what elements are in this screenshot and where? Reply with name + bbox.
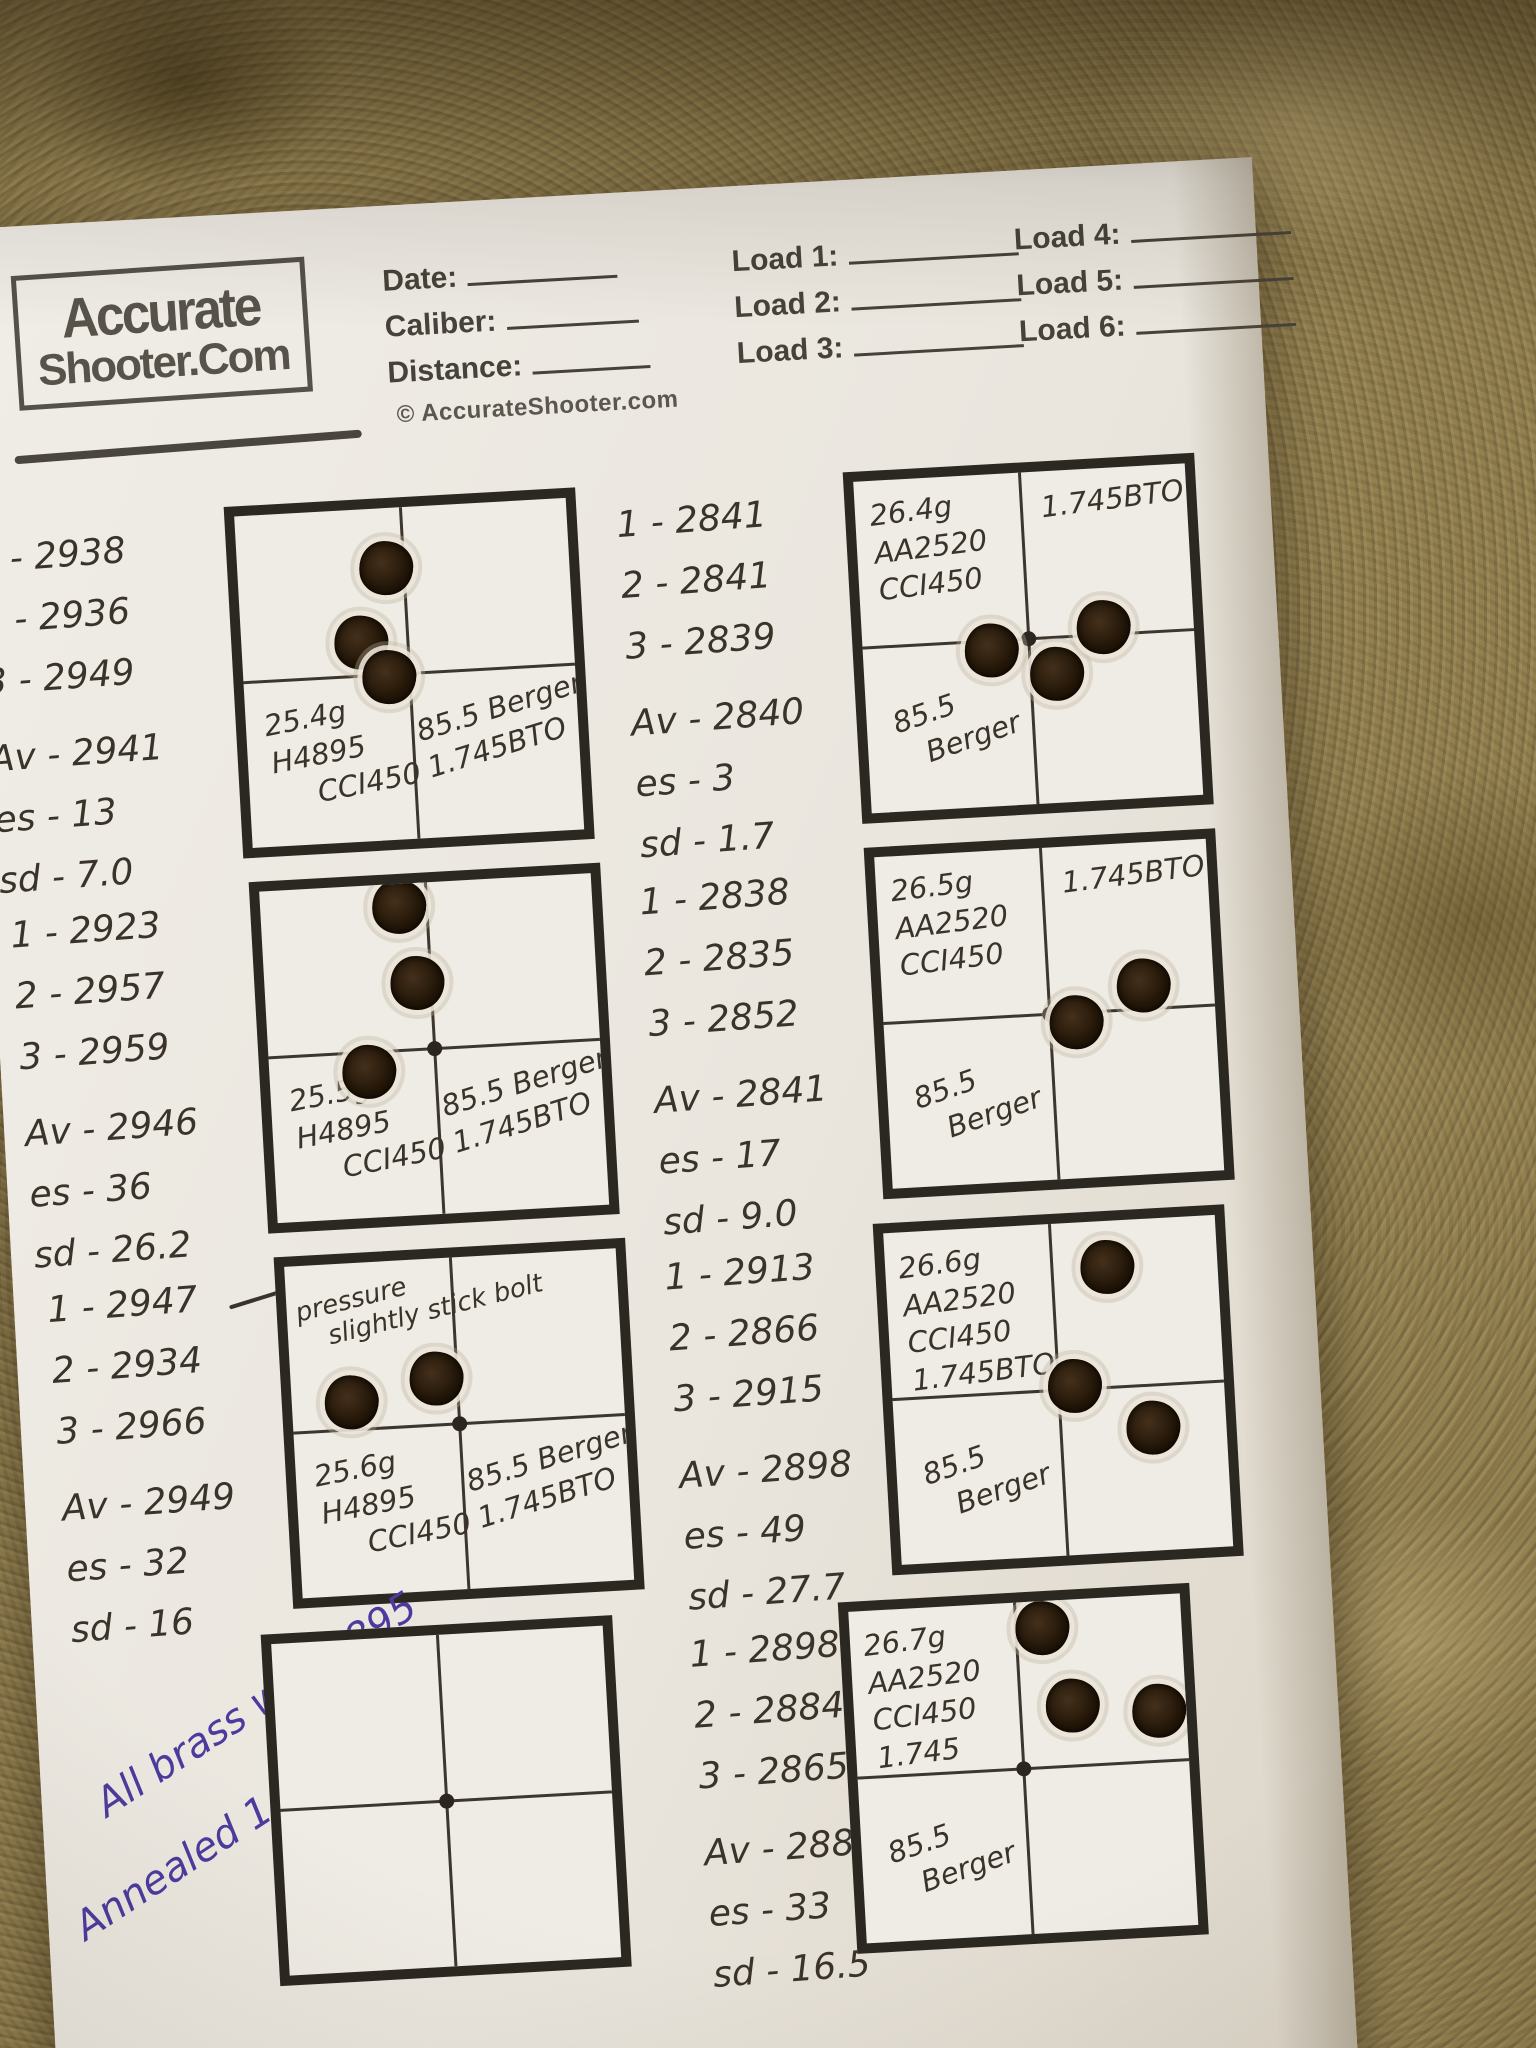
seating-depth: 1.745BTO: [1059, 848, 1207, 900]
bullet-hole: [1079, 1238, 1137, 1296]
pressure-note: pressure slightly stick bolt: [292, 1240, 547, 1358]
load-fields-4-6: Load 4: Load 5: Load 6:: [1013, 201, 1297, 354]
bullet-notes: 85.5 Berger: [909, 1043, 1047, 1154]
load4-label: Load 4:: [1013, 217, 1122, 257]
bullet-notes: 85.5 Berger: [888, 668, 1026, 779]
caliber-blank-line: [505, 289, 639, 330]
center-dot: [1020, 630, 1037, 647]
target-box-6: 26.6g AA2520 CCI450 1.745BTO 85.5 Berger: [872, 1204, 1244, 1576]
bullet-hole: [1013, 1599, 1071, 1657]
center-dot: [426, 1040, 443, 1057]
load-notes: 26.7g AA2520 CCI450 1.745: [861, 1614, 992, 1778]
load-notes: 26.6g AA2520 CCI450 1.745BTO: [896, 1233, 1057, 1401]
target-box-8: 26.7g AA2520 CCI450 1.745 85.5 Berger: [837, 1582, 1209, 1954]
seating-depth: 1.745BTO: [1038, 472, 1186, 525]
load1-label: Load 1:: [730, 239, 840, 279]
velocity-stats-group-4: 1 - 2838 2 - 2835 3 - 2852 Av - 2841 es …: [637, 855, 899, 1253]
bullet-hole: [1124, 1399, 1182, 1457]
load-notes: 26.4g AA2520 CCI450: [867, 484, 994, 610]
load-notes: 26.5g AA2520 CCI450: [888, 860, 1015, 986]
center-dot: [1015, 1760, 1032, 1777]
load3-label: Load 3:: [735, 331, 845, 371]
accurateshooter-logo: Accurate Shooter.Com: [10, 256, 313, 411]
distance-label: Distance:: [386, 349, 524, 390]
logo-underline: [14, 429, 363, 465]
date-blank-line: [465, 244, 618, 287]
target-sheet-paper: Accurate Shooter.Com Date: Caliber: Dist…: [0, 157, 1363, 2048]
target-box-7: [260, 1615, 632, 1987]
header-fields: Date: Caliber: Distance:: [381, 243, 651, 395]
velocity-stats-group-1: 1 - 2938 2 - 2936 3 - 2949 Av - 2941 es …: [0, 514, 236, 912]
bullet-hole: [371, 878, 429, 936]
target-box-5: pressure slightly stick bolt 25.6g H4895…: [273, 1237, 645, 1609]
bullet-hole: [1046, 1357, 1104, 1415]
bullet-hole: [1075, 598, 1133, 656]
target-box-3: 25.5g H4895 CCI450 85.5 Berger 1.745BTO: [248, 862, 620, 1234]
bullet-notes: 85.5 Berger: [918, 1420, 1056, 1531]
bullet-hole: [323, 1374, 381, 1432]
center-dot: [438, 1792, 455, 1809]
load2-label: Load 2:: [733, 285, 842, 325]
load1-blank-line: [846, 222, 1019, 265]
bullet-hole: [1047, 993, 1105, 1051]
caliber-label: Caliber:: [383, 304, 498, 344]
bullet-notes: 85.5 Berger 1.745BTO: [462, 1414, 645, 1537]
bullet-hole: [1044, 1677, 1102, 1735]
velocity-stats-group-3: 1 - 2923 2 - 2957 3 - 2959 Av - 2946 es …: [8, 889, 270, 1287]
target-box-1: 25.4g H4895 CCI450 85.5 Berger 1.745BTO: [223, 487, 595, 859]
bullet-hole: [963, 621, 1021, 679]
bullet-hole: [388, 954, 446, 1012]
target-box-2: 26.4g AA2520 CCI450 1.745BTO 85.5 Berger: [842, 452, 1214, 824]
bullet-hole: [1131, 1682, 1189, 1740]
target-box-4: 26.5g AA2520 CCI450 1.745BTO 85.5 Berger: [863, 828, 1235, 1200]
load6-label: Load 6:: [1018, 309, 1127, 349]
bullet-notes: 85.5 Berger: [883, 1798, 1021, 1909]
load-fields-1-3: Load 1: Load 2: Load 3:: [730, 222, 1024, 376]
bullet-hole: [358, 539, 416, 597]
velocity-stats-group-5: 1 - 2947 2 - 2934 3 - 2966 Av - 2949 es …: [45, 1263, 307, 1661]
velocity-stats-group-2: 1 - 2841 2 - 2841 3 - 2839 Av - 2840 es …: [614, 478, 876, 876]
bullet-notes: 85.5 Berger 1.745BTO: [412, 664, 595, 787]
load4-blank-line: [1129, 201, 1291, 243]
load5-label: Load 5:: [1015, 263, 1124, 303]
distance-blank-line: [530, 335, 651, 375]
bullet-hole: [1028, 644, 1086, 702]
bullet-notes: 85.5 Berger 1.745BTO: [437, 1039, 620, 1162]
load-notes: 25.6g H4895 CCI450: [311, 1431, 475, 1570]
center-dot: [451, 1415, 468, 1432]
date-label: Date:: [381, 260, 459, 298]
